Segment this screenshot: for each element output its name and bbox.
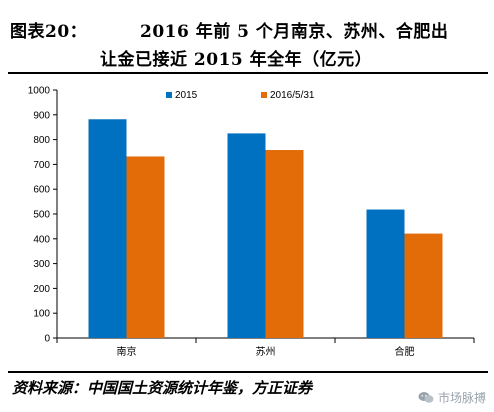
category-label: 南京 [117,345,137,358]
legend-label: 2016/5/31 [270,90,315,101]
legend-swatch [261,92,267,98]
legend-label: 2015 [175,90,198,101]
figure-number: 图表20： [10,22,88,42]
bottom-rule [8,371,488,373]
watermark-text: 市场脉搏 [437,391,486,405]
figure-title-line-2: 让金已接近 2015 年全年（亿元） [100,50,373,70]
bar-series-1 [88,119,127,338]
figure-title-line-1: 2016 年前 5 个月南京、苏州、合肥出 [140,22,449,42]
source-note: 资料来源：中国国土资源统计年鉴，方正证券 [12,379,313,397]
y-tick-label: 600 [33,185,50,196]
bar-series-2 [404,233,443,338]
y-tick-label: 400 [33,234,50,245]
y-tick-label: 700 [33,160,50,171]
category-label: 合肥 [395,345,415,358]
y-tick-label: 1000 [28,86,51,97]
y-tick-label: 800 [33,135,50,146]
y-tick-label: 900 [33,110,50,121]
bar-series-2 [265,150,304,338]
category-label: 苏州 [256,345,276,358]
y-tick-label: 300 [33,259,50,270]
bar-series-2 [126,156,165,338]
y-tick-label: 500 [33,210,50,221]
top-rule [8,72,488,74]
bar-chart: 0 100 200 300 400 500 600 700 800 900 1000 南京 苏州 合肥 20… [28,86,475,358]
legend-swatch [166,92,172,98]
bar-series-1 [227,133,266,338]
y-tick-label: 200 [33,284,50,295]
wechat-icon [418,392,434,403]
figure-title: 图表20： 2016 年前 5 个月南京、苏州、合肥出 让金已接近 2015 年… [0,0,494,72]
y-tick-label: 100 [33,309,50,320]
y-tick-label: 0 [44,334,50,345]
bar-series-1 [366,209,405,338]
watermark: 市场脉搏 [418,389,486,406]
